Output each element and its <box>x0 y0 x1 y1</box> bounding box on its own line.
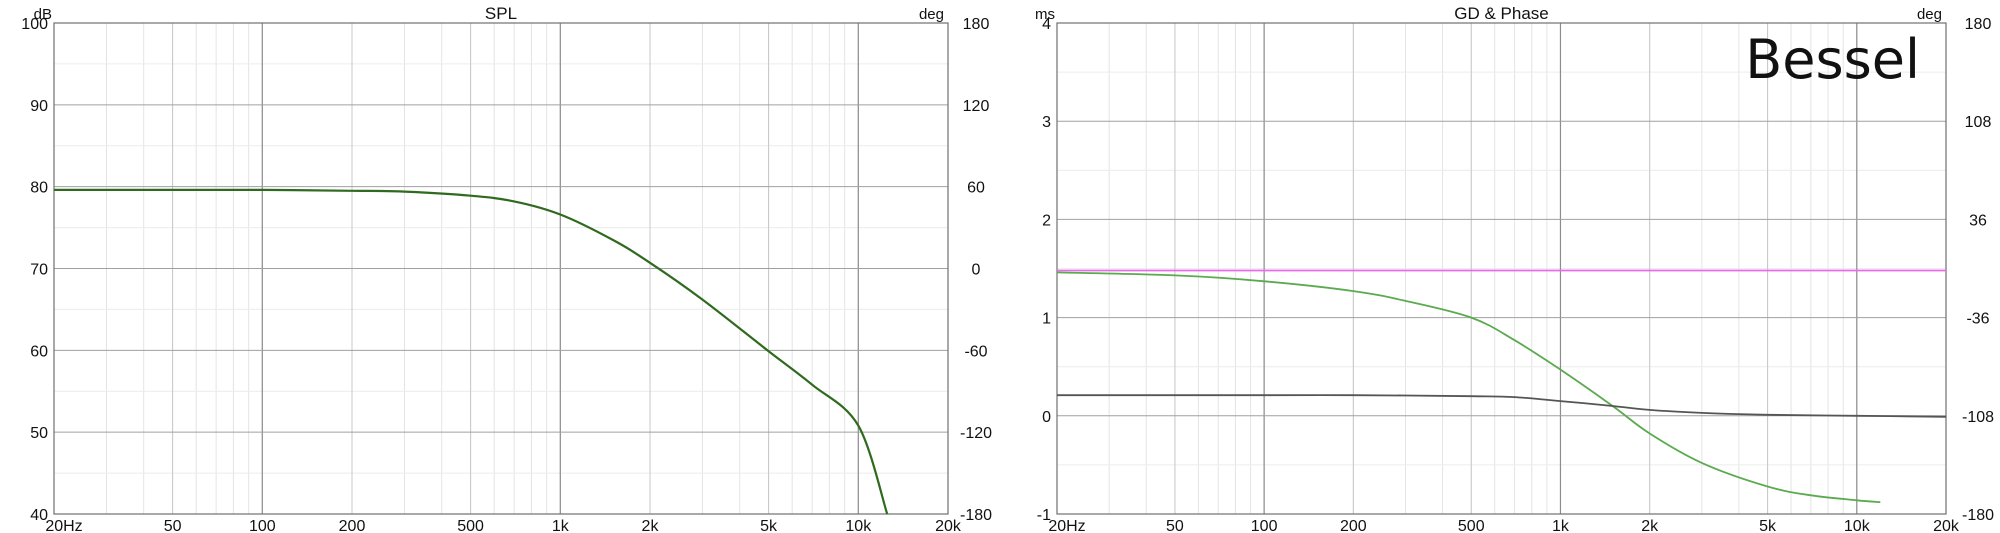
y-tick-label-left: 90 <box>30 98 48 115</box>
y-tick-label-left: 4 <box>1042 16 1051 33</box>
gd-phase-chart: GD & Phase ms deg -1 0 1 2 3 4 -180 -108 -36 36 108 18… <box>1035 4 1994 533</box>
chart-title: SPL <box>485 4 517 23</box>
y-tick-label-left: 0 <box>1042 409 1051 426</box>
x-tick-label: 10k <box>845 518 872 533</box>
y-tick-label-right: -180 <box>1962 507 1994 524</box>
x-tick-label: 500 <box>1458 518 1485 533</box>
major-grid <box>53 22 949 515</box>
plot-frame <box>1056 22 1947 515</box>
y-tick-label-left: 60 <box>30 343 48 360</box>
x-tick-label: 20Hz <box>45 518 82 533</box>
x-tick-label: 100 <box>1251 518 1278 533</box>
y-tick-label-right: 180 <box>1965 16 1992 33</box>
y-tick-label-right: -36 <box>1966 311 1989 328</box>
x-tick-label: 1k <box>552 518 570 533</box>
x-tick-label: 2k <box>1641 518 1659 533</box>
left-axis-unit: dB <box>34 6 52 23</box>
chart-title: GD & Phase <box>1454 4 1549 23</box>
y-tick-label-left: 1 <box>1042 311 1051 328</box>
x-tick-label: 20k <box>935 518 962 533</box>
x-tick-label: 2k <box>642 518 660 533</box>
y-tick-label-right: -108 <box>1962 409 1994 426</box>
x-tick-label: 10k <box>1844 518 1871 533</box>
y-tick-label-right: 108 <box>1965 114 1992 131</box>
x-tick-label: 50 <box>1166 518 1184 533</box>
right-axis-unit: deg <box>1917 6 1942 23</box>
y-tick-label-right: 120 <box>963 98 990 115</box>
y-tick-label-left: 70 <box>30 262 48 279</box>
y-tick-label-left: 3 <box>1042 114 1051 131</box>
left-axis-unit: ms <box>1035 6 1055 23</box>
series-line-3 <box>1057 394 1947 418</box>
x-tick-label: 200 <box>1340 518 1367 533</box>
y-tick-label-left: 2 <box>1042 212 1051 229</box>
x-tick-label: 20Hz <box>1048 518 1085 533</box>
right-axis-unit: deg <box>919 6 944 23</box>
y-tick-label-right: -60 <box>964 343 987 360</box>
y-tick-label-right: 0 <box>972 262 981 279</box>
chart-annotation: Bessel <box>1745 28 1920 91</box>
y-tick-label-left: 80 <box>30 180 48 197</box>
y-tick-label-right: 36 <box>1969 212 1987 229</box>
x-tick-label: 5k <box>760 518 778 533</box>
spl-chart: SPL dB deg 40 50 60 70 80 90 100 -180 -120 -60 0 60 120… <box>21 4 992 533</box>
y-tick-label-right: -120 <box>960 425 992 442</box>
y-tick-label-left: 100 <box>21 16 48 33</box>
y-tick-label-right: 180 <box>963 16 990 33</box>
x-tick-label: 500 <box>457 518 484 533</box>
y-tick-label-left: 40 <box>30 507 48 524</box>
y-tick-label-left: 50 <box>30 425 48 442</box>
x-tick-label: 50 <box>164 518 182 533</box>
x-tick-label: 5k <box>1759 518 1777 533</box>
minor-grid <box>1057 23 1946 514</box>
y-tick-label-right: 60 <box>967 180 985 197</box>
x-tick-label: 1k <box>1552 518 1570 533</box>
x-tick-label: 20k <box>1933 518 1960 533</box>
series-line-1 <box>53 188 889 515</box>
y-tick-label-left: -1 <box>1037 507 1051 524</box>
x-tick-label: 200 <box>339 518 366 533</box>
series-line-2 <box>1056 271 1881 504</box>
plot-frame <box>53 22 949 515</box>
y-tick-label-right: -180 <box>960 507 992 524</box>
x-tick-label: 100 <box>249 518 276 533</box>
